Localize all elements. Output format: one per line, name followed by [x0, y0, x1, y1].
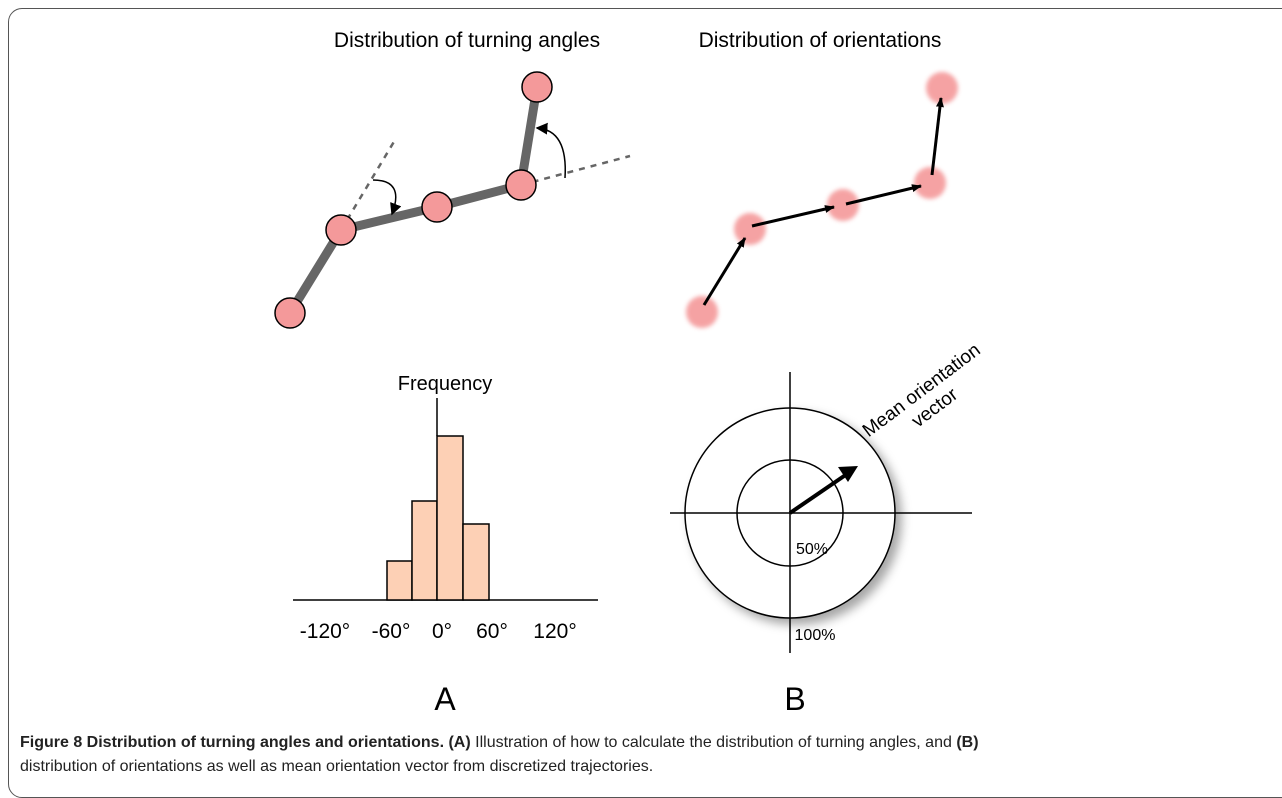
- orientation-trajectory: [686, 72, 958, 328]
- panel-title: Distribution of orientations: [699, 29, 942, 52]
- panel-letter: A: [434, 681, 456, 717]
- caption: Figure 8 Distribution of turning angles …: [20, 731, 1260, 779]
- tick-label: 120°: [533, 620, 576, 643]
- caption-title: Figure 8 Distribution of turning angles …: [20, 734, 445, 751]
- tick-label: -120°: [300, 620, 350, 643]
- tick-label: 0°: [432, 620, 452, 643]
- circle-label: 100%: [795, 627, 836, 644]
- turning-trajectory: [274, 71, 631, 329]
- circle-label: 50%: [796, 541, 828, 558]
- caption-text: Illustration of how to calculate the dis…: [475, 734, 952, 751]
- histogram: [293, 398, 598, 601]
- panel-letter: B: [784, 681, 805, 717]
- caption-marker: (A): [448, 734, 471, 751]
- panel-title: Distribution of turning angles: [334, 29, 600, 52]
- caption-text: distribution of orientations as well as …: [20, 758, 654, 775]
- histogram-label: Frequency: [398, 373, 493, 395]
- tick-label: 60°: [476, 620, 508, 643]
- caption-marker: (B): [956, 734, 979, 751]
- polar-plot: [670, 372, 972, 653]
- tick-label: -60°: [372, 620, 411, 643]
